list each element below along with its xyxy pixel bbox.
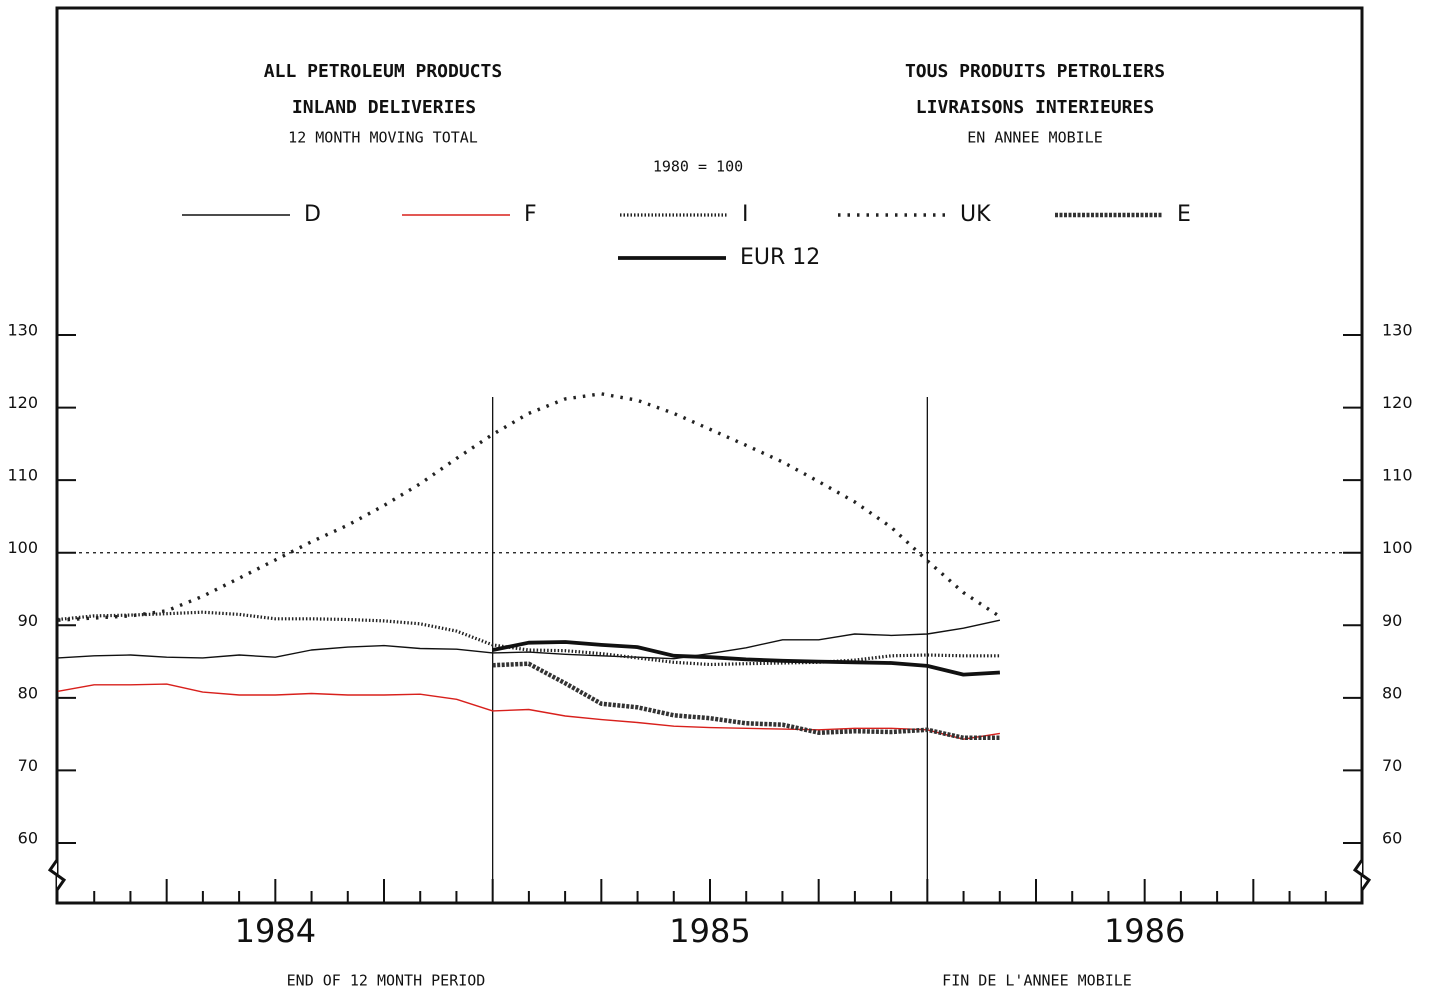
title-right: EN ANNEE MOBILE [967,129,1102,147]
y2-tick-label: 130 [1382,321,1413,340]
y-tick-label: 130 [7,321,38,340]
legend-label: E [1177,202,1191,227]
y-tick-label: 70 [18,756,38,775]
y2-tick-label: 90 [1382,611,1402,630]
title-right: LIVRAISONS INTERIEURES [916,97,1154,118]
axis-break [1352,859,1372,891]
legend-label: EUR 12 [740,245,820,270]
y2-tick-label: 60 [1382,829,1402,848]
y2-tick-label: 110 [1382,466,1413,485]
y-tick-label: 110 [7,466,38,485]
series-line [57,392,1001,622]
x-label: FIN DE L'ANNEE MOBILE [942,972,1132,990]
title-right: TOUS PRODUITS PETROLIERS [905,61,1165,82]
subtitle: 1980 = 100 [653,158,743,176]
y2-tick-label: 80 [1382,683,1402,702]
legend-label: I [742,202,749,227]
axis-break [47,859,67,891]
legend-label: F [524,202,537,227]
legend-label: D [304,202,321,227]
title-left: ALL PETROLEUM PRODUCTS [264,61,502,82]
legend-label: UK [960,202,991,227]
title-left: INLAND DELIVERIES [292,97,476,118]
series-line [492,661,1000,741]
x-label: END OF 12 MONTH PERIOD [287,972,486,990]
y-tick-label: 60 [18,829,38,848]
series-line [57,619,1001,660]
y-tick-label: 100 [7,538,38,557]
y2-tick-label: 70 [1382,756,1402,775]
y-tick-label: 90 [18,611,38,630]
series-line [57,610,1000,667]
y2-tick-label: 100 [1382,538,1413,557]
title-left: 12 MONTH MOVING TOTAL [288,129,478,147]
x-tick-label: 1986 [1104,912,1185,950]
frame [55,6,1364,905]
y-tick-label: 120 [7,393,38,412]
x-tick-label: 1985 [669,912,750,950]
series-line [492,640,1001,677]
x-tick-label: 1984 [235,912,316,950]
y-tick-label: 80 [18,683,38,702]
series-line [57,683,1001,740]
y2-tick-label: 120 [1382,393,1413,412]
